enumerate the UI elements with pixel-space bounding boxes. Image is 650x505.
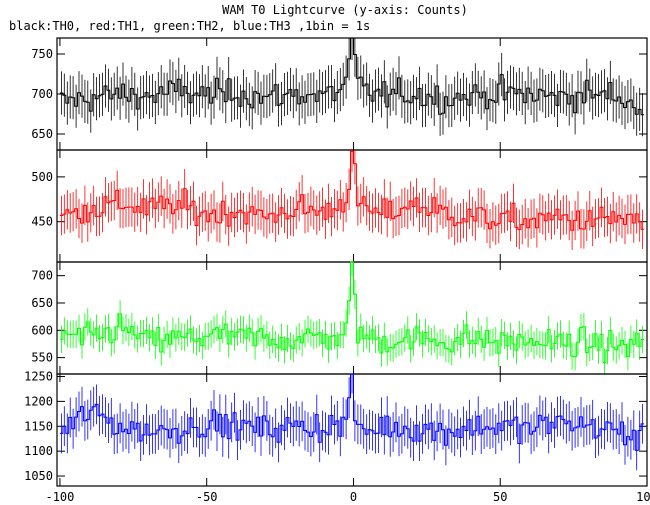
series-line-th0 [59,37,645,116]
chart-subtitle: black:TH0, red:TH1, green:TH2, blue:TH3 … [9,19,370,33]
y-tick-label-th3: 1150 [24,419,53,433]
y-tick-label-th0: 700 [31,87,53,101]
y-tick-label-th1: 450 [31,215,53,229]
chart-title: WAM T0 Lightcurve (y-axis: Counts) [222,3,468,17]
panel-frame-th2 [56,261,648,375]
y-tick-label-th3: 1250 [24,369,53,383]
y-tick-label-th2: 700 [31,269,53,283]
series-line-th2 [59,261,645,363]
x-tick-label: -100 [45,490,74,504]
x-tick-label: 100 [636,490,650,504]
y-tick-label-th3: 1100 [24,444,53,458]
y-tick-label-th1: 500 [31,170,53,184]
y-tick-label-th2: 650 [31,296,53,310]
x-tick-label: -50 [196,490,218,504]
y-tick-label-th3: 1200 [24,394,53,408]
y-tick-label-th2: 600 [31,323,53,337]
error-bars-th0 [61,38,643,137]
error-bars-th1 [61,150,643,250]
series-line-th1 [59,150,645,231]
y-tick-label-th2: 550 [31,351,53,365]
x-tick-label: 50 [493,490,507,504]
y-tick-label-th0: 650 [31,127,53,141]
series-line-th3 [59,373,645,451]
x-tick-label: 0 [350,490,357,504]
plot-area: 6507007504505005506006507001050110011501… [24,37,650,504]
y-tick-label-th0: 750 [31,47,53,61]
error-bars-th2 [61,262,643,374]
y-tick-label-th3: 1050 [24,469,53,483]
error-bars-th3 [61,374,643,471]
